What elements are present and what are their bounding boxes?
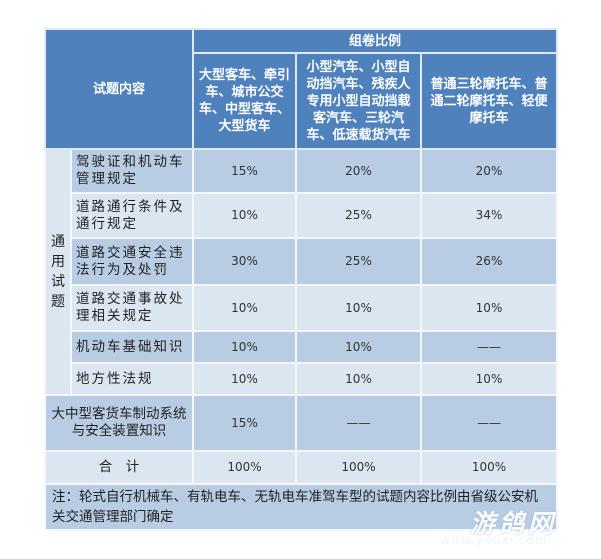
cell-value: 15% [192, 148, 298, 194]
cell-value: —— [295, 394, 423, 452]
header-row-2: 大型客车、牵引车、城市公交车、中型客车、大型货车 小型汽车、小型自动挡汽车、残疾… [45, 52, 559, 150]
table-row: 机动车基础知识 10% 10% —— [45, 330, 559, 364]
cell-value: 10% [192, 284, 298, 332]
cell-value: 100% [295, 450, 423, 485]
cell-value: 20% [420, 148, 559, 194]
ratio-header: 组卷比例 [192, 28, 559, 54]
cell-value: 10% [420, 284, 559, 332]
general-questions-label: 通用试题 [44, 148, 72, 396]
cell-value: 100% [420, 450, 559, 485]
watermark-logo: 游鸽网 [470, 509, 558, 538]
cell-value: 30% [192, 237, 298, 286]
cell-value: 25% [295, 237, 423, 286]
watermark-url: www.youxi.com [440, 533, 548, 547]
table-row: 地方性法规 10% 10% 10% [45, 362, 559, 396]
content-header: 试题内容 [43, 28, 195, 150]
row-label: 地方性法规 [69, 362, 195, 396]
cell-value: 10% [295, 284, 423, 332]
cell-value: 100% [192, 450, 298, 485]
column-header-small-vehicles: 小型汽车、小型自动挡汽车、残疾人专用小型自动挡载客汽车、三轮汽车、低速载货汽车 [295, 52, 423, 150]
cell-value: —— [420, 394, 559, 452]
total-label: 合 计 [43, 450, 195, 485]
cell-value: 26% [420, 237, 559, 286]
row-label: 道路交通安全违法行为及处罚 [69, 237, 195, 286]
row-label: 道路通行条件及通行规定 [69, 192, 195, 239]
row-label: 驾驶证和机动车管理规定 [69, 148, 195, 194]
cell-value: —— [420, 330, 559, 364]
table-row: 道路交通事故处理相关规定 10% 10% 10% [45, 284, 559, 332]
exam-ratio-table: 试题内容 组卷比例 大型客车、牵引车、城市公交车、中型客车、大型货车 小型汽车、… [43, 28, 559, 531]
cell-value: 10% [192, 192, 298, 239]
table-row-special: 大中型客货车制动系统与安全装置知识 15% —— —— [43, 394, 559, 452]
column-header-large-vehicles: 大型客车、牵引车、城市公交车、中型客车、大型货车 [192, 52, 298, 150]
cell-value: 10% [192, 362, 298, 396]
table-row: 道路交通安全违法行为及处罚 30% 25% 26% [45, 237, 559, 286]
table-row: 道路通行条件及通行规定 10% 25% 34% [45, 192, 559, 239]
note-text: 注：轮式自行机械车、有轨电车、无轨电车准驾车型的试题内容比例由省级公安机关交通管… [43, 483, 559, 531]
row-label: 大中型客货车制动系统与安全装置知识 [43, 394, 195, 452]
cell-value: 10% [295, 330, 423, 364]
cell-value: 20% [295, 148, 423, 194]
table-row: 通用试题 驾驶证和机动车管理规定 15% 20% 20% [44, 148, 559, 396]
cell-value: 10% [420, 362, 559, 396]
cell-value: 15% [192, 394, 298, 452]
header-row-1: 试题内容 组卷比例 [43, 28, 559, 150]
cell-value: 10% [295, 362, 423, 396]
row-label: 机动车基础知识 [69, 330, 195, 364]
cell-value: 25% [295, 192, 423, 239]
column-header-motorcycles: 普通三轮摩托车、普通二轮摩托车、轻便摩托车 [420, 52, 559, 150]
cell-value: 10% [192, 330, 298, 364]
row-label: 道路交通事故处理相关规定 [69, 284, 195, 332]
total-row: 合 计 100% 100% 100% [43, 450, 559, 485]
note-row: 注：轮式自行机械车、有轨电车、无轨电车准驾车型的试题内容比例由省级公安机关交通管… [43, 483, 559, 531]
cell-value: 34% [420, 192, 559, 239]
